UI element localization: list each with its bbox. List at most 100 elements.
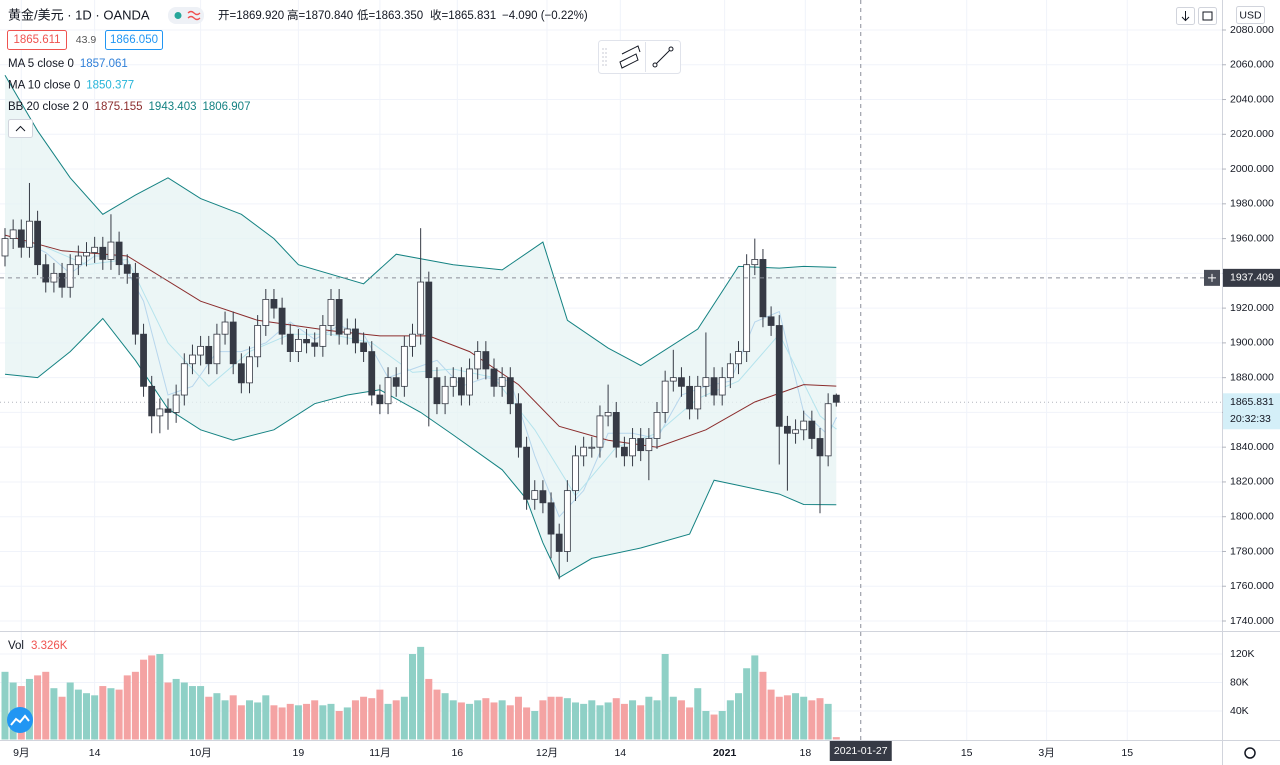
volume-bar: [751, 655, 759, 740]
candle-body: [759, 259, 767, 318]
candle-body: [596, 415, 604, 448]
reset-icon: [1202, 11, 1213, 21]
candle-body: [572, 455, 579, 492]
candle-body: [832, 394, 840, 403]
candle-body: [91, 246, 99, 253]
y-tick-label: 2060.000: [1230, 59, 1274, 71]
volume-bar: [629, 700, 637, 740]
settings-icon[interactable]: [1244, 747, 1256, 759]
volume-bar: [58, 696, 66, 740]
volume-bar: [286, 703, 294, 740]
candle-body: [83, 252, 90, 257]
reset-button[interactable]: [1198, 7, 1217, 25]
candle-body: [792, 429, 799, 434]
volume-bar: [645, 696, 653, 740]
drawing-toolbar: [598, 40, 681, 74]
candle-body: [506, 377, 514, 405]
volume-bar: [360, 696, 368, 740]
volume-bar: [783, 695, 791, 740]
volume-bar: [376, 689, 384, 740]
bid-box[interactable]: [7, 30, 67, 50]
candle-body: [99, 246, 107, 260]
candle-body: [726, 363, 734, 379]
volume-tick-label: 120K: [1230, 648, 1255, 660]
y-tick-label: 1960.000: [1230, 232, 1274, 244]
candle-body: [9, 229, 17, 239]
candle-body: [417, 281, 425, 335]
ask-box[interactable]: [105, 30, 163, 50]
candle-body: [172, 394, 180, 413]
candle-body: [433, 377, 441, 405]
currency-box[interactable]: [1236, 6, 1265, 24]
candle-body: [286, 333, 294, 352]
candle-body: [303, 339, 310, 344]
candle-body: [262, 299, 270, 326]
x-tick-label: 11月: [369, 747, 390, 759]
header-close: 收=1865.831: [430, 8, 496, 22]
market-status: [174, 12, 182, 19]
candle-body: [400, 345, 408, 387]
candle-body: [784, 425, 791, 434]
chevron-icon: [15, 125, 26, 132]
volume-bar: [474, 700, 482, 740]
volume-last: 3.326K: [31, 640, 68, 652]
y-tick-label: 1880.000: [1230, 371, 1274, 383]
header-low: 低=1863.350: [357, 9, 423, 22]
last-price-box: [1223, 393, 1280, 430]
volume-bar: [115, 689, 123, 740]
volume-bar: [457, 702, 465, 740]
candle-body: [775, 325, 783, 427]
candle-body: [376, 394, 384, 405]
candle-body: [515, 403, 522, 448]
y-tick-label: 1900.000: [1230, 337, 1274, 349]
trendline-tool[interactable]: [654, 48, 672, 66]
candle-body: [498, 377, 506, 387]
candle-body: [140, 333, 147, 387]
candle-body: [555, 533, 563, 552]
candle-body: [661, 380, 669, 413]
volume-bar: [319, 705, 327, 740]
candle-body: [751, 259, 759, 266]
candle-body: [409, 333, 416, 347]
currency: USD: [1239, 9, 1262, 21]
volume-bar: [140, 659, 148, 740]
x-tick-label: 9月: [13, 747, 29, 759]
volume-bar: [531, 711, 539, 740]
ask: 1866.050: [110, 34, 158, 46]
x-tick-label: 3月: [1038, 747, 1054, 759]
volume-bar: [270, 705, 278, 740]
volume-bar: [572, 702, 579, 740]
volume-bar: [74, 689, 82, 740]
volume-bar: [523, 707, 531, 740]
volume-bar: [816, 698, 824, 740]
volume-bar: [384, 703, 392, 740]
collapse-legend[interactable]: [8, 119, 33, 138]
volume-bar: [514, 696, 522, 740]
candle-body: [678, 377, 685, 387]
channel-tool[interactable]: [619, 45, 641, 69]
candle-body: [547, 502, 555, 535]
candle-body: [156, 408, 164, 417]
volume-bar: [246, 700, 253, 740]
volume-bar: [197, 686, 205, 740]
volume-bar: [351, 700, 359, 740]
candle-body: [466, 368, 473, 396]
bid: 1865.611: [13, 34, 60, 46]
delay-icon: [187, 10, 201, 21]
candle-body: [229, 321, 237, 365]
volume-bar: [335, 711, 343, 740]
candle-body: [66, 264, 74, 288]
volume-bar: [25, 678, 33, 740]
volume-bar: [400, 696, 408, 740]
indicator-value: 1857.061: [80, 58, 128, 70]
status-pill[interactable]: [168, 7, 204, 24]
trendline-point: [652, 62, 658, 68]
volume-bar: [612, 698, 620, 740]
volume-bar: [237, 705, 245, 740]
volume-bar: [792, 693, 800, 740]
volume-bar: [555, 696, 563, 740]
candle-body: [213, 333, 221, 365]
candle-body: [221, 321, 229, 335]
y-tick-label: 1920.000: [1230, 302, 1274, 314]
